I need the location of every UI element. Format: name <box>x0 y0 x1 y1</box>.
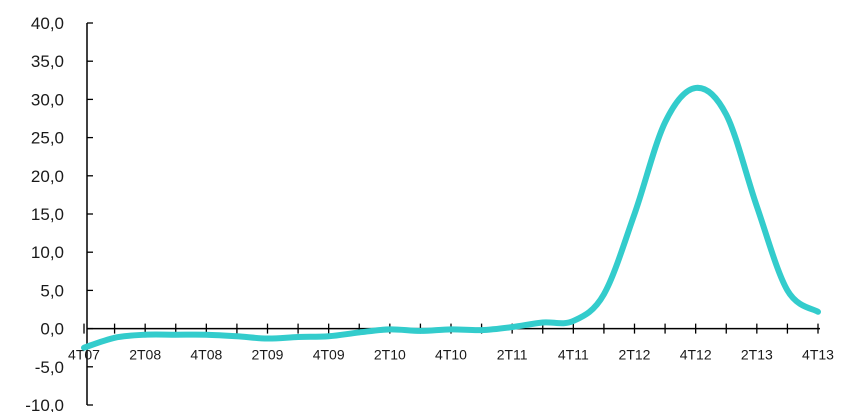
y-tick-label: -5,0 <box>35 358 64 377</box>
x-tick-label: 4T13 <box>802 347 834 363</box>
x-axis-tick-labels: 4T07 2T08 4T08 2T09 4T09 2T10 4T10 2T11 4T11 2T12… <box>68 347 834 363</box>
x-tick-label: 4T10 <box>435 347 467 363</box>
series-line-0 <box>81 84 821 351</box>
x-tick-label: 2T08 <box>129 347 161 363</box>
y-tick-label: 5,0 <box>40 281 64 300</box>
y-axis-tick-labels: -10,0 -5,0 0,0 5,0 10,0 15,0 20,0 25,0 30,0 35,0 4… <box>25 14 64 412</box>
series-group <box>81 84 821 351</box>
x-tick-label: 2T10 <box>374 347 406 363</box>
y-tick-label: 40,0 <box>31 14 64 33</box>
y-tick-label: 35,0 <box>31 52 64 71</box>
x-tick-label: 4T08 <box>190 347 222 363</box>
y-tick-label: 25,0 <box>31 129 64 148</box>
x-tick-label: 2T11 <box>497 347 528 363</box>
x-tick-label: 4T12 <box>680 347 712 363</box>
x-tick-label: 2T09 <box>252 347 284 363</box>
x-tick-label: 2T13 <box>741 347 773 363</box>
x-tick-label: 4T09 <box>313 347 345 363</box>
x-tick-label: 4T07 <box>68 347 100 363</box>
y-axis <box>86 22 93 406</box>
x-tick-label: 2T12 <box>619 347 651 363</box>
y-tick-label: 30,0 <box>31 90 64 109</box>
y-tick-label: 15,0 <box>31 205 64 224</box>
y-tick-label: 20,0 <box>31 167 64 186</box>
y-tick-label: -10,0 <box>25 396 64 412</box>
x-tick-label: 4T11 <box>558 347 589 363</box>
y-tick-label: 0,0 <box>40 320 64 339</box>
y-tick-label: 10,0 <box>31 243 64 262</box>
